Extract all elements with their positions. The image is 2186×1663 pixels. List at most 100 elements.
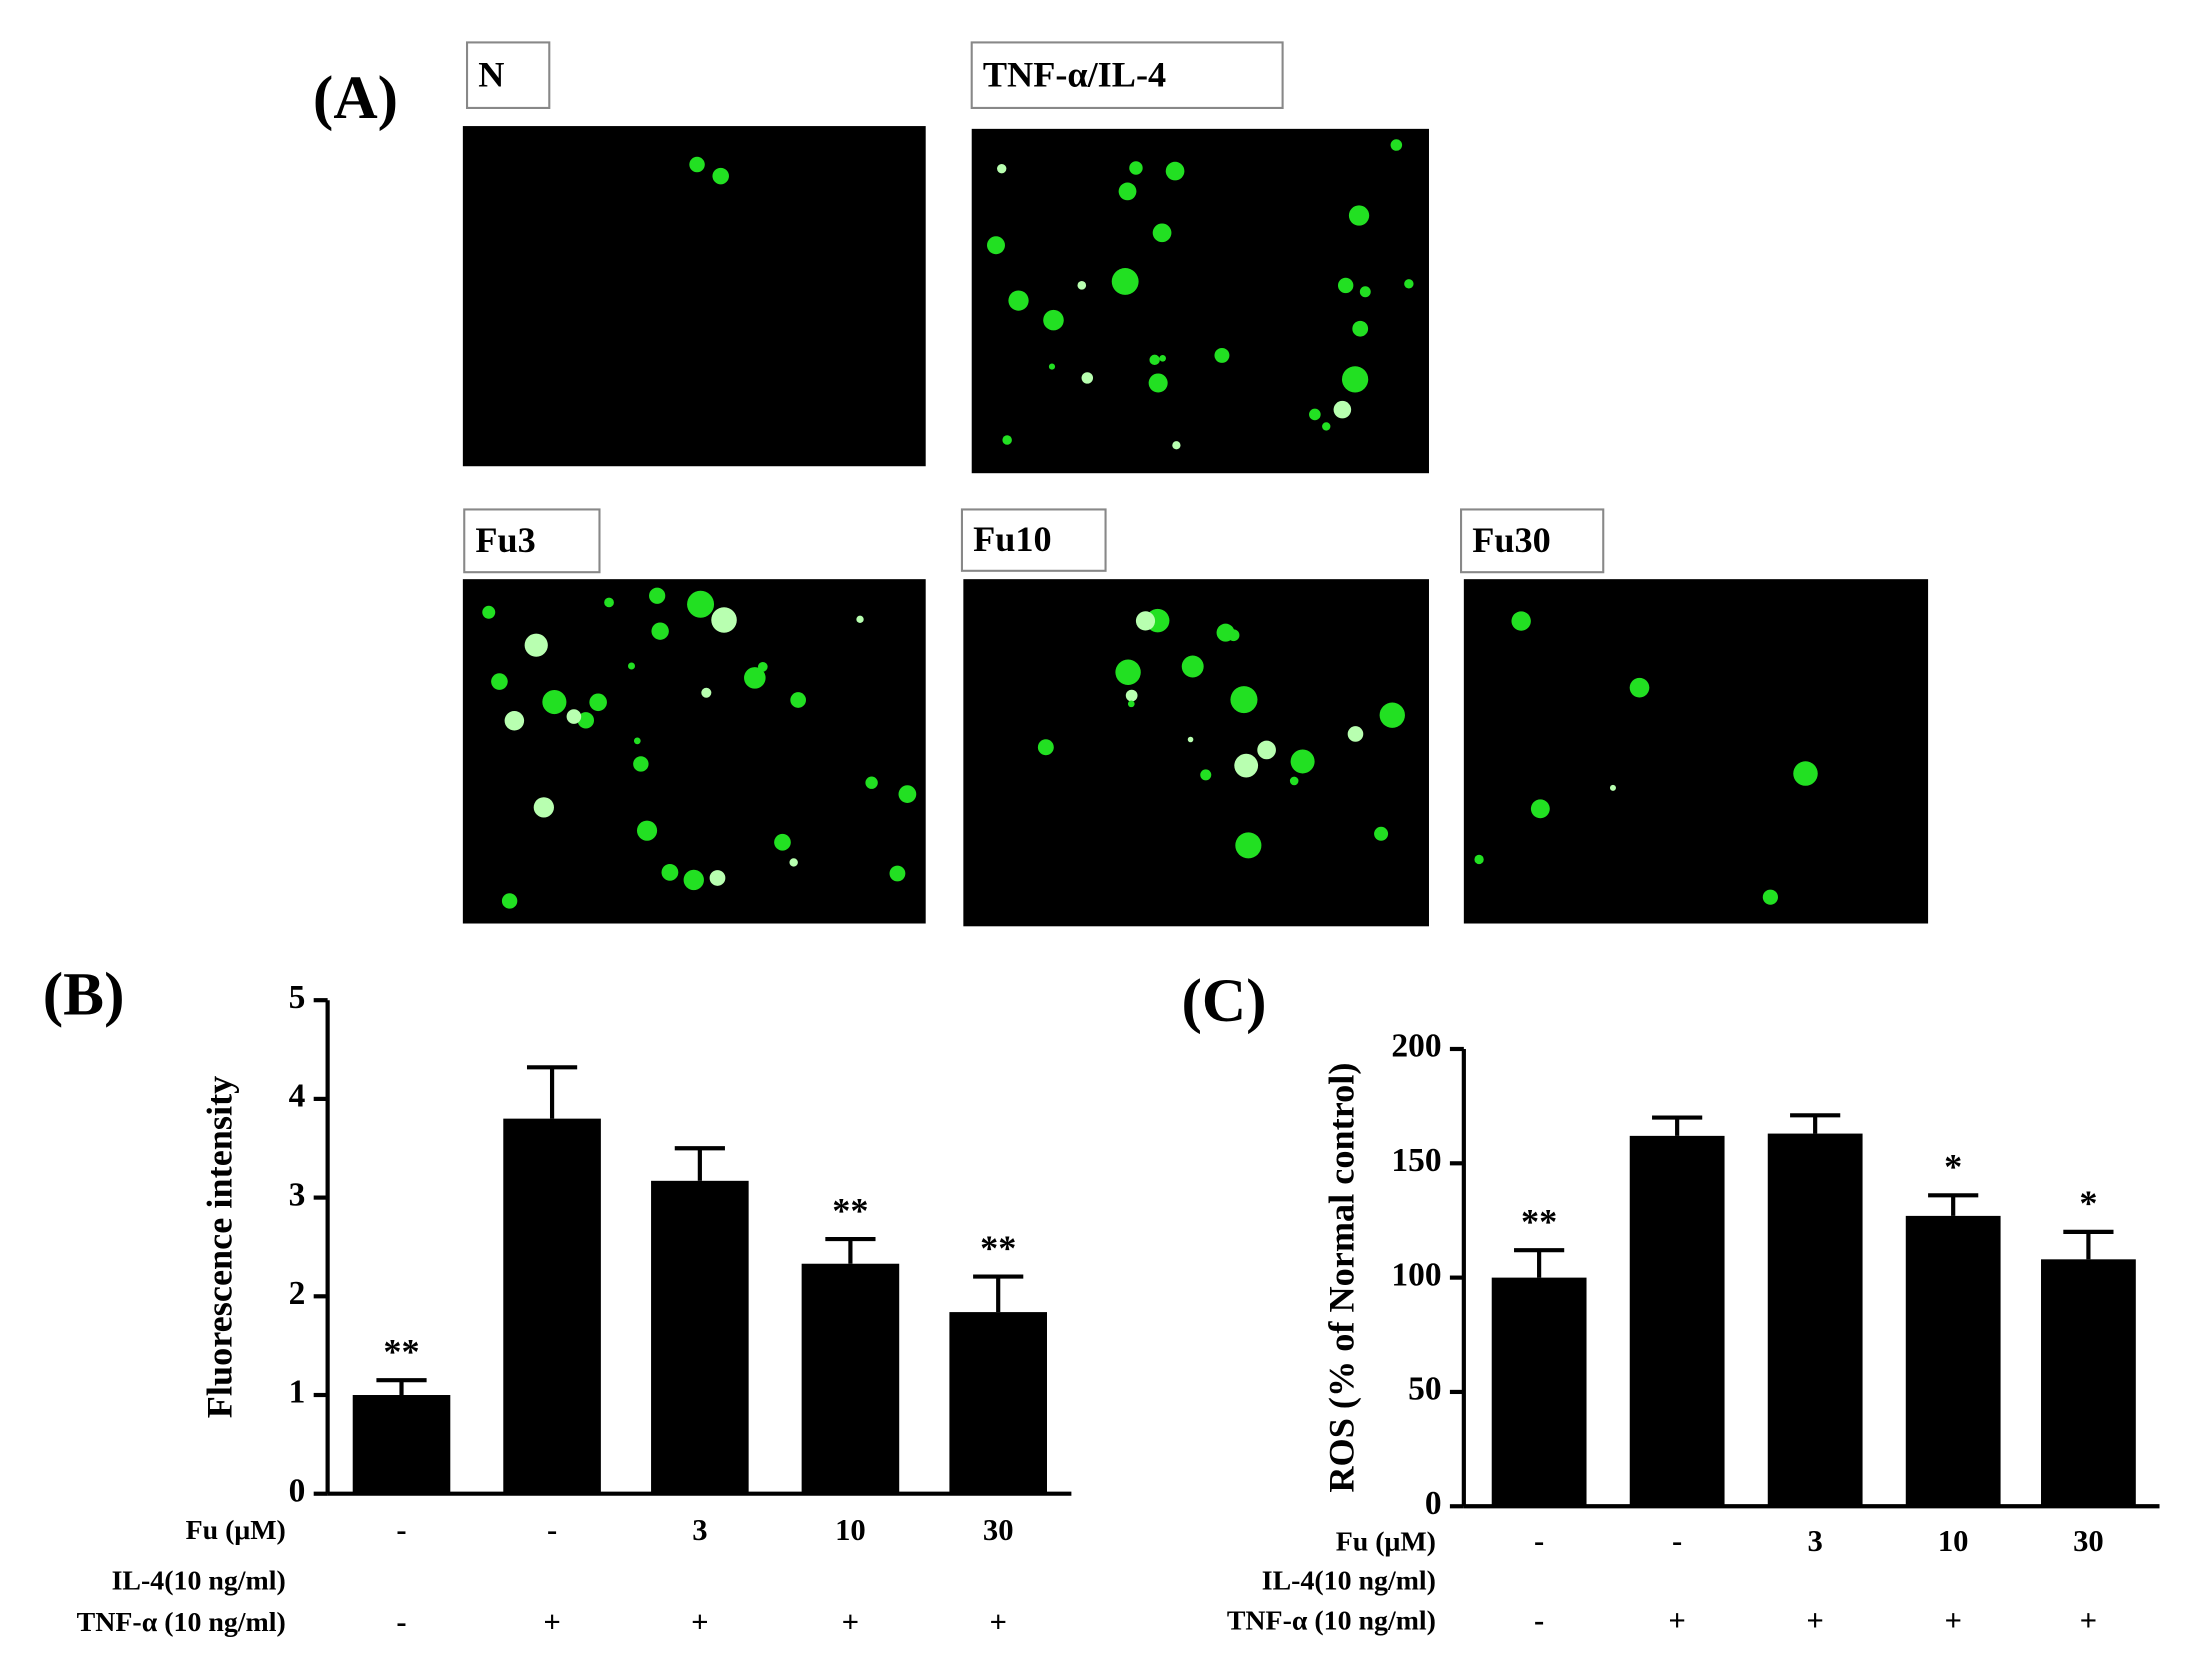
cell: [774, 833, 791, 851]
cell: [661, 863, 679, 881]
treatment-value: 3: [692, 1513, 707, 1547]
cell: [649, 587, 666, 604]
cell: [1289, 776, 1299, 786]
panel-label: (B): [43, 960, 125, 1028]
cell: [651, 622, 669, 640]
cell: [633, 737, 641, 745]
cell: [501, 893, 518, 909]
treatment-value: +: [989, 1605, 1006, 1639]
cell: [997, 164, 1007, 174]
label-box: [970, 41, 1284, 109]
bar: [1491, 1277, 1587, 1507]
label-box: [465, 41, 551, 109]
cell: [1379, 702, 1405, 728]
treatment-value: +: [1944, 1603, 1961, 1637]
bar: [352, 1395, 451, 1494]
bar: [1767, 1133, 1863, 1507]
y-axis-label: ROS (% of Normal control): [1322, 1063, 1362, 1493]
cell: [1352, 320, 1369, 337]
cell: [1008, 290, 1029, 311]
y-tick-label: 150: [1391, 1142, 1441, 1179]
y-tick-label: 200: [1391, 1028, 1441, 1065]
treatment-label: TNF-α (10 ng/ml): [1227, 1606, 1436, 1637]
cell: [1159, 354, 1166, 362]
cell: [627, 662, 635, 670]
cell: [1257, 740, 1276, 760]
cell: [711, 607, 737, 633]
y-tick-label: 50: [1408, 1371, 1441, 1408]
cell: [757, 661, 768, 672]
cell: [1118, 182, 1137, 201]
bar: [1629, 1135, 1725, 1507]
cell: [1309, 408, 1321, 421]
cell: [1037, 739, 1054, 756]
cell: [1115, 659, 1141, 685]
cell: [1374, 826, 1389, 841]
panel-label: (C): [1181, 967, 1266, 1035]
significance: **: [383, 1331, 419, 1371]
cell: [1181, 655, 1204, 678]
cell: [687, 590, 715, 618]
cell: [689, 156, 705, 173]
micrograph: [462, 126, 926, 467]
cell: [1129, 161, 1143, 175]
cell: [1216, 623, 1235, 642]
treatment-label: IL-4(10 ng/ml): [112, 1565, 286, 1596]
cell: [790, 692, 806, 708]
cell: [1214, 347, 1230, 363]
bar: [949, 1312, 1047, 1494]
cell: [1290, 749, 1315, 774]
treatment-value: 30: [983, 1513, 1014, 1547]
cell: [856, 615, 864, 623]
treatment-value: 3: [1807, 1524, 1822, 1558]
cell: [491, 673, 508, 690]
cell: [533, 797, 554, 818]
cell: [1474, 854, 1484, 865]
cell: [1172, 441, 1181, 450]
cell: [566, 709, 582, 724]
cell: [1165, 161, 1185, 181]
cell: [1148, 373, 1168, 393]
cell: [1762, 889, 1778, 905]
significance: **: [1521, 1201, 1557, 1241]
cell: [577, 712, 595, 729]
treatment-value: -: [547, 1513, 557, 1547]
image-label: Fu3: [475, 520, 535, 560]
y-tick-label: 0: [1425, 1485, 1442, 1522]
image-label: Fu30: [1472, 520, 1551, 560]
treatment-value: 10: [835, 1513, 866, 1547]
cell: [542, 689, 567, 715]
cell: [1511, 611, 1531, 631]
cell: [744, 667, 766, 689]
cell: [1002, 435, 1012, 445]
cell: [504, 711, 525, 731]
cell: [1043, 309, 1064, 331]
cell: [987, 236, 1005, 255]
cell: [1235, 832, 1262, 859]
treatment-value: +: [842, 1605, 859, 1639]
cell: [482, 605, 496, 619]
cell: [1609, 784, 1616, 791]
cell: [1348, 205, 1370, 226]
y-tick-label: 1: [289, 1374, 306, 1411]
cell: [709, 870, 726, 886]
y-tick-label: 2: [289, 1275, 306, 1312]
cell: [1347, 726, 1364, 742]
significance: *: [2079, 1183, 2097, 1223]
image-label: TNF-α/IL-4: [983, 54, 1166, 94]
significance: *: [1944, 1147, 1962, 1187]
cell: [1077, 281, 1087, 290]
bar: [651, 1180, 749, 1494]
cell: [712, 167, 729, 185]
cell: [1187, 736, 1194, 743]
treatment-label: TNF-α (10 ng/ml): [77, 1607, 286, 1638]
y-tick-label: 0: [289, 1472, 306, 1509]
cell: [1230, 686, 1258, 714]
treatment-value: +: [691, 1605, 708, 1639]
cell: [1341, 366, 1369, 393]
treatment-label: Fu (μM): [186, 1515, 286, 1546]
cell: [1125, 689, 1138, 702]
cell: [1149, 354, 1160, 366]
treatment-value: 10: [1938, 1524, 1969, 1558]
